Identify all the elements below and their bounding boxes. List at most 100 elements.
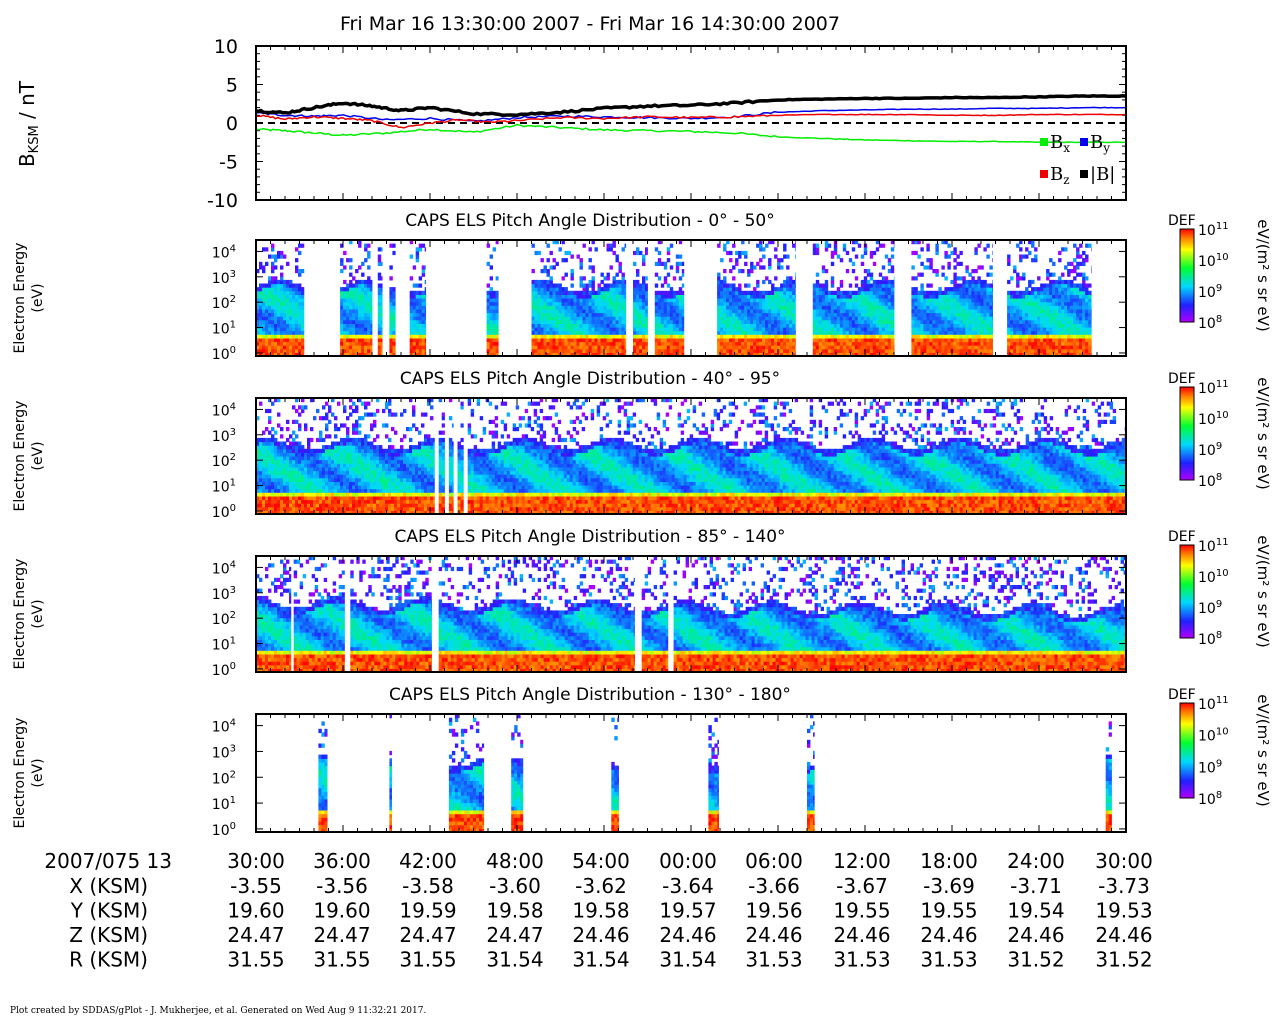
spectrogram-cell	[851, 261, 856, 266]
spectrogram-cell	[298, 316, 302, 321]
spectrogram-cell	[555, 287, 559, 292]
spectrogram-cell	[1076, 352, 1080, 357]
spectrogram-cell	[660, 294, 665, 299]
spectrogram-cell	[923, 345, 927, 350]
y-tick-label: -10	[207, 190, 238, 212]
spectrogram-cell	[582, 327, 586, 332]
spectrogram-cell	[959, 305, 963, 310]
spectrogram-cell	[645, 352, 648, 357]
spectrogram-cell	[540, 312, 544, 317]
spectrogram-cell	[872, 308, 877, 314]
spectrogram-cell	[277, 327, 281, 332]
spectrogram-cell	[1034, 341, 1038, 346]
spectrogram-cell	[851, 348, 856, 353]
spectrogram-cell	[271, 312, 275, 317]
spectrogram-cell	[795, 287, 796, 292]
spectrogram-cell	[675, 348, 680, 353]
spectrogram-cell	[863, 269, 868, 274]
spectrogram-cell	[343, 323, 347, 328]
spectrogram-cell	[881, 298, 886, 303]
spectrogram-cell	[851, 319, 856, 324]
spectrogram-cell	[621, 287, 625, 292]
spectrogram-cell	[274, 283, 278, 288]
spectrogram-cell	[1016, 348, 1020, 353]
spectrogram-cell	[367, 334, 371, 339]
spectrogram-cell	[738, 334, 742, 339]
spectrogram-cell	[824, 348, 829, 353]
spectrogram-cell	[361, 308, 365, 314]
spectrogram-cell	[1016, 272, 1020, 277]
spectrogram-cell	[495, 240, 499, 245]
spectrogram-cell	[1058, 316, 1062, 321]
spectrogram-cell	[352, 330, 356, 335]
spectrogram-cell	[588, 319, 592, 324]
spectrogram-cell	[732, 341, 736, 346]
spectrogram-cell	[283, 305, 287, 310]
spectrogram-cell	[851, 298, 856, 303]
spectrogram-cell	[732, 290, 736, 295]
spectrogram-cell	[1019, 276, 1023, 281]
spectrogram-cell	[857, 316, 862, 321]
spectrogram-cell	[1046, 345, 1050, 350]
spectrogram-cell	[274, 298, 278, 303]
spectrogram-cell	[920, 345, 924, 350]
spectrogram-cell	[1070, 279, 1074, 285]
spectrogram-cell	[540, 352, 544, 357]
spectrogram-cell	[289, 298, 293, 303]
spectrogram-cell	[268, 330, 272, 335]
spectrogram-cell	[262, 294, 266, 299]
spectrogram-cell	[863, 327, 868, 332]
spectrogram-cell	[935, 243, 939, 248]
spectrogram-cell	[878, 312, 883, 317]
spectrogram-cell	[618, 265, 622, 270]
spectrogram-cell	[594, 348, 598, 353]
spectrogram-cell	[624, 294, 627, 299]
spectrogram-cell	[377, 247, 382, 252]
spectrogram-cell	[591, 348, 595, 353]
spectrogram-cell	[681, 337, 685, 343]
spectrogram-cell	[741, 334, 745, 339]
spectrogram-cell	[642, 279, 646, 285]
spectrogram-cell	[929, 337, 933, 343]
spectrogram-cell	[744, 250, 748, 256]
spectrogram-cell	[570, 283, 574, 288]
spectrogram-cell	[974, 334, 978, 339]
spectrogram-cell	[1091, 334, 1092, 339]
spectrogram-cell	[364, 258, 368, 263]
spectrogram-cell	[884, 319, 889, 324]
spectrogram-cell	[1049, 334, 1053, 339]
spectrogram-cell	[280, 279, 284, 285]
spectrogram-cell	[1031, 316, 1035, 321]
spectrogram-cell	[609, 283, 613, 288]
spectrogram-cell	[271, 254, 275, 259]
spectrogram-cell	[262, 323, 266, 328]
spectrogram-cell	[271, 276, 275, 281]
series-line-y	[255, 106, 1127, 122]
spectrogram-cell	[271, 319, 275, 324]
spectrogram-cell	[821, 265, 826, 270]
spectrogram-cell	[1025, 330, 1029, 335]
spectrogram-cell	[732, 243, 736, 248]
spectrogram-cell	[268, 312, 272, 317]
spectrogram-cell	[953, 247, 957, 252]
spectrogram-cell	[1022, 330, 1026, 335]
spectrogram-cell	[815, 283, 820, 288]
spectrogram-cell	[977, 345, 981, 350]
spectrogram-cell	[1079, 337, 1083, 343]
spectrogram-cell	[959, 316, 963, 321]
spectrogram-cell	[654, 301, 659, 306]
legend-entry: Bz	[1050, 164, 1070, 187]
spectrogram-cell	[567, 308, 571, 314]
spectrogram-cell	[989, 352, 993, 357]
spectrogram-cell	[765, 305, 769, 310]
spectrogram-cell	[768, 348, 772, 353]
spectrogram-cell	[268, 352, 272, 357]
spectrogram-cell	[741, 240, 745, 245]
spectrogram-cell	[415, 316, 420, 321]
spectrogram-cell	[890, 334, 895, 339]
spectrogram-cell	[292, 341, 296, 346]
spectrogram-cell	[486, 243, 490, 248]
spectrogram-cell	[1016, 308, 1020, 314]
spectrogram-cell	[268, 279, 272, 285]
legend-swatch	[1040, 138, 1048, 146]
